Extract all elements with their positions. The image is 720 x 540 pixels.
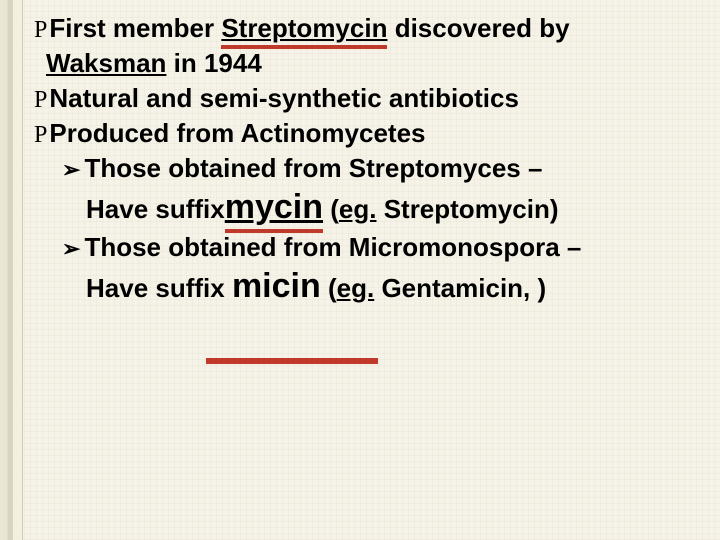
- sb1-pre: Have suffix: [86, 194, 225, 224]
- bullet-2: PNatural and semi-synthetic antibiotics: [34, 82, 696, 115]
- slide-left-binding: [0, 0, 23, 540]
- sb2-line: Those obtained from Micromonospora –: [84, 232, 581, 262]
- bullet-1-cont: Waksman in 1944: [46, 47, 696, 80]
- sb1-post-after: Streptomycin): [376, 194, 558, 224]
- subbullet-2: ➢Those obtained from Micromonospora –: [62, 231, 696, 264]
- subbullet-1-cont: Have suffix mycin (eg. Streptomycin): [86, 186, 696, 229]
- bullet-1: PFirst member Streptomycin discovered by: [34, 12, 696, 45]
- b1c-post: in 1944: [166, 48, 261, 78]
- subbullet-2-cont: Have suffix micin (eg. Gentamicin, ): [86, 265, 696, 308]
- sb2-post-after: Gentamicin, ): [374, 273, 546, 303]
- b1-post: discovered by: [387, 13, 569, 43]
- micin-red-underline: [206, 358, 378, 364]
- b1-pre: First member: [49, 13, 221, 43]
- sb1-post-pre: (: [323, 194, 339, 224]
- sub-bullet-glyph: ➢: [62, 235, 80, 263]
- sb1-post-under: eg.: [339, 194, 377, 224]
- bullet-3: PProduced from Actinomycetes: [34, 117, 696, 150]
- b3-text: Produced from Actinomycetes: [49, 118, 425, 148]
- sb1-line: Those obtained from Streptomyces –: [84, 153, 542, 183]
- bullet-glyph: P: [34, 120, 47, 150]
- sb2-pre: Have suffix: [86, 273, 232, 303]
- sb2-post-pre: (: [321, 273, 337, 303]
- sb1-suffix: mycin: [225, 186, 323, 229]
- sb2-suffix: micin: [232, 267, 321, 305]
- sb2-post-under: eg.: [337, 273, 375, 303]
- slide-body: PFirst member Streptomycin discovered by…: [34, 12, 696, 308]
- b1c-under: Waksman: [46, 48, 166, 78]
- bullet-glyph: P: [34, 85, 47, 115]
- b2-text: Natural and semi-synthetic antibiotics: [49, 83, 519, 113]
- sub-bullet-glyph: ➢: [62, 156, 80, 184]
- bullet-glyph: P: [34, 15, 47, 45]
- subbullet-1: ➢Those obtained from Streptomyces –: [62, 152, 696, 185]
- b1-highlight: Streptomycin: [221, 12, 387, 45]
